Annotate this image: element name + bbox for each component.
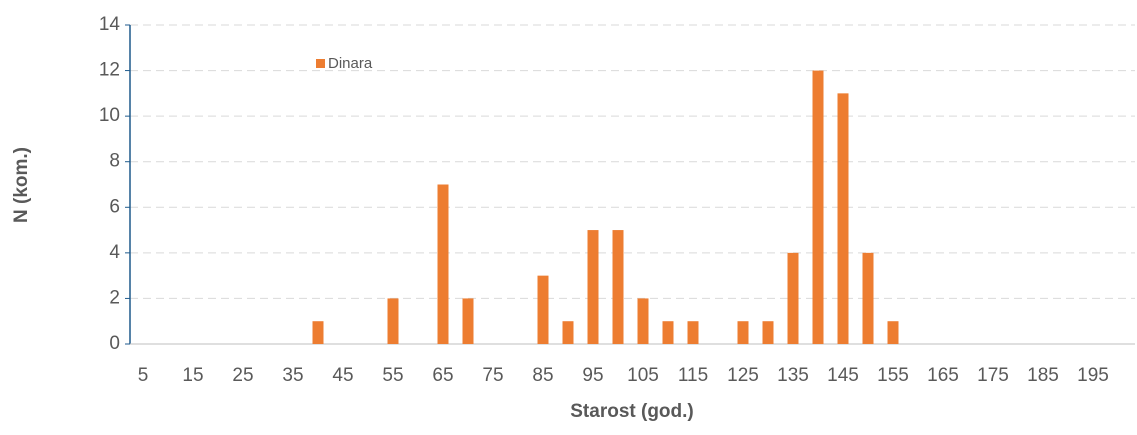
y-tick-label: 2 (109, 287, 120, 308)
y-tick-label: 4 (109, 242, 120, 263)
legend-label: Dinara (328, 55, 373, 72)
bar (612, 230, 624, 344)
x-tick-label: 95 (582, 365, 603, 386)
x-tick-label: 195 (1077, 365, 1109, 386)
bar (787, 252, 799, 344)
x-tick-label: 55 (382, 365, 403, 386)
bar (812, 70, 824, 345)
x-tick-label: 155 (877, 365, 909, 386)
bar (687, 321, 699, 344)
legend-swatch (316, 59, 325, 68)
x-tick-label: 135 (777, 365, 809, 386)
x-tick-label: 165 (927, 365, 959, 386)
y-tick-label: 8 (109, 151, 120, 172)
y-tick-label: 14 (99, 14, 121, 35)
bar (887, 321, 899, 344)
bar (387, 298, 399, 344)
x-tick-label: 185 (1027, 365, 1059, 386)
y-tick-label: 12 (99, 60, 120, 81)
bar (537, 275, 549, 344)
x-tick-label: 85 (532, 365, 553, 386)
bar (637, 298, 649, 344)
x-axis-title: Starost (god.) (570, 401, 694, 422)
x-tick-label: 65 (432, 365, 453, 386)
x-tick-label: 45 (332, 365, 353, 386)
x-tick-label: 35 (282, 365, 303, 386)
bar (437, 184, 449, 344)
bar (662, 321, 674, 344)
x-tick-label: 15 (182, 365, 203, 386)
y-axis-title: N (kom.) (11, 147, 32, 223)
x-tick-label: 145 (827, 365, 859, 386)
x-tick-label: 75 (482, 365, 503, 386)
x-tick-label: 25 (232, 365, 253, 386)
bar (762, 321, 774, 344)
y-tick-label: 10 (99, 105, 120, 126)
x-tick-label: 115 (678, 365, 708, 386)
x-tick-label: 5 (138, 365, 149, 386)
bar (737, 321, 749, 344)
bar (312, 321, 324, 344)
y-tick-label: 6 (109, 196, 120, 217)
x-tick-label: 105 (627, 365, 659, 386)
x-tick-label: 175 (977, 365, 1009, 386)
bar (862, 252, 874, 344)
bar (837, 93, 849, 344)
bar (462, 298, 474, 344)
y-tick-label: 0 (109, 333, 120, 354)
bar (562, 321, 574, 344)
bar (587, 230, 599, 344)
x-tick-label: 125 (727, 365, 759, 386)
